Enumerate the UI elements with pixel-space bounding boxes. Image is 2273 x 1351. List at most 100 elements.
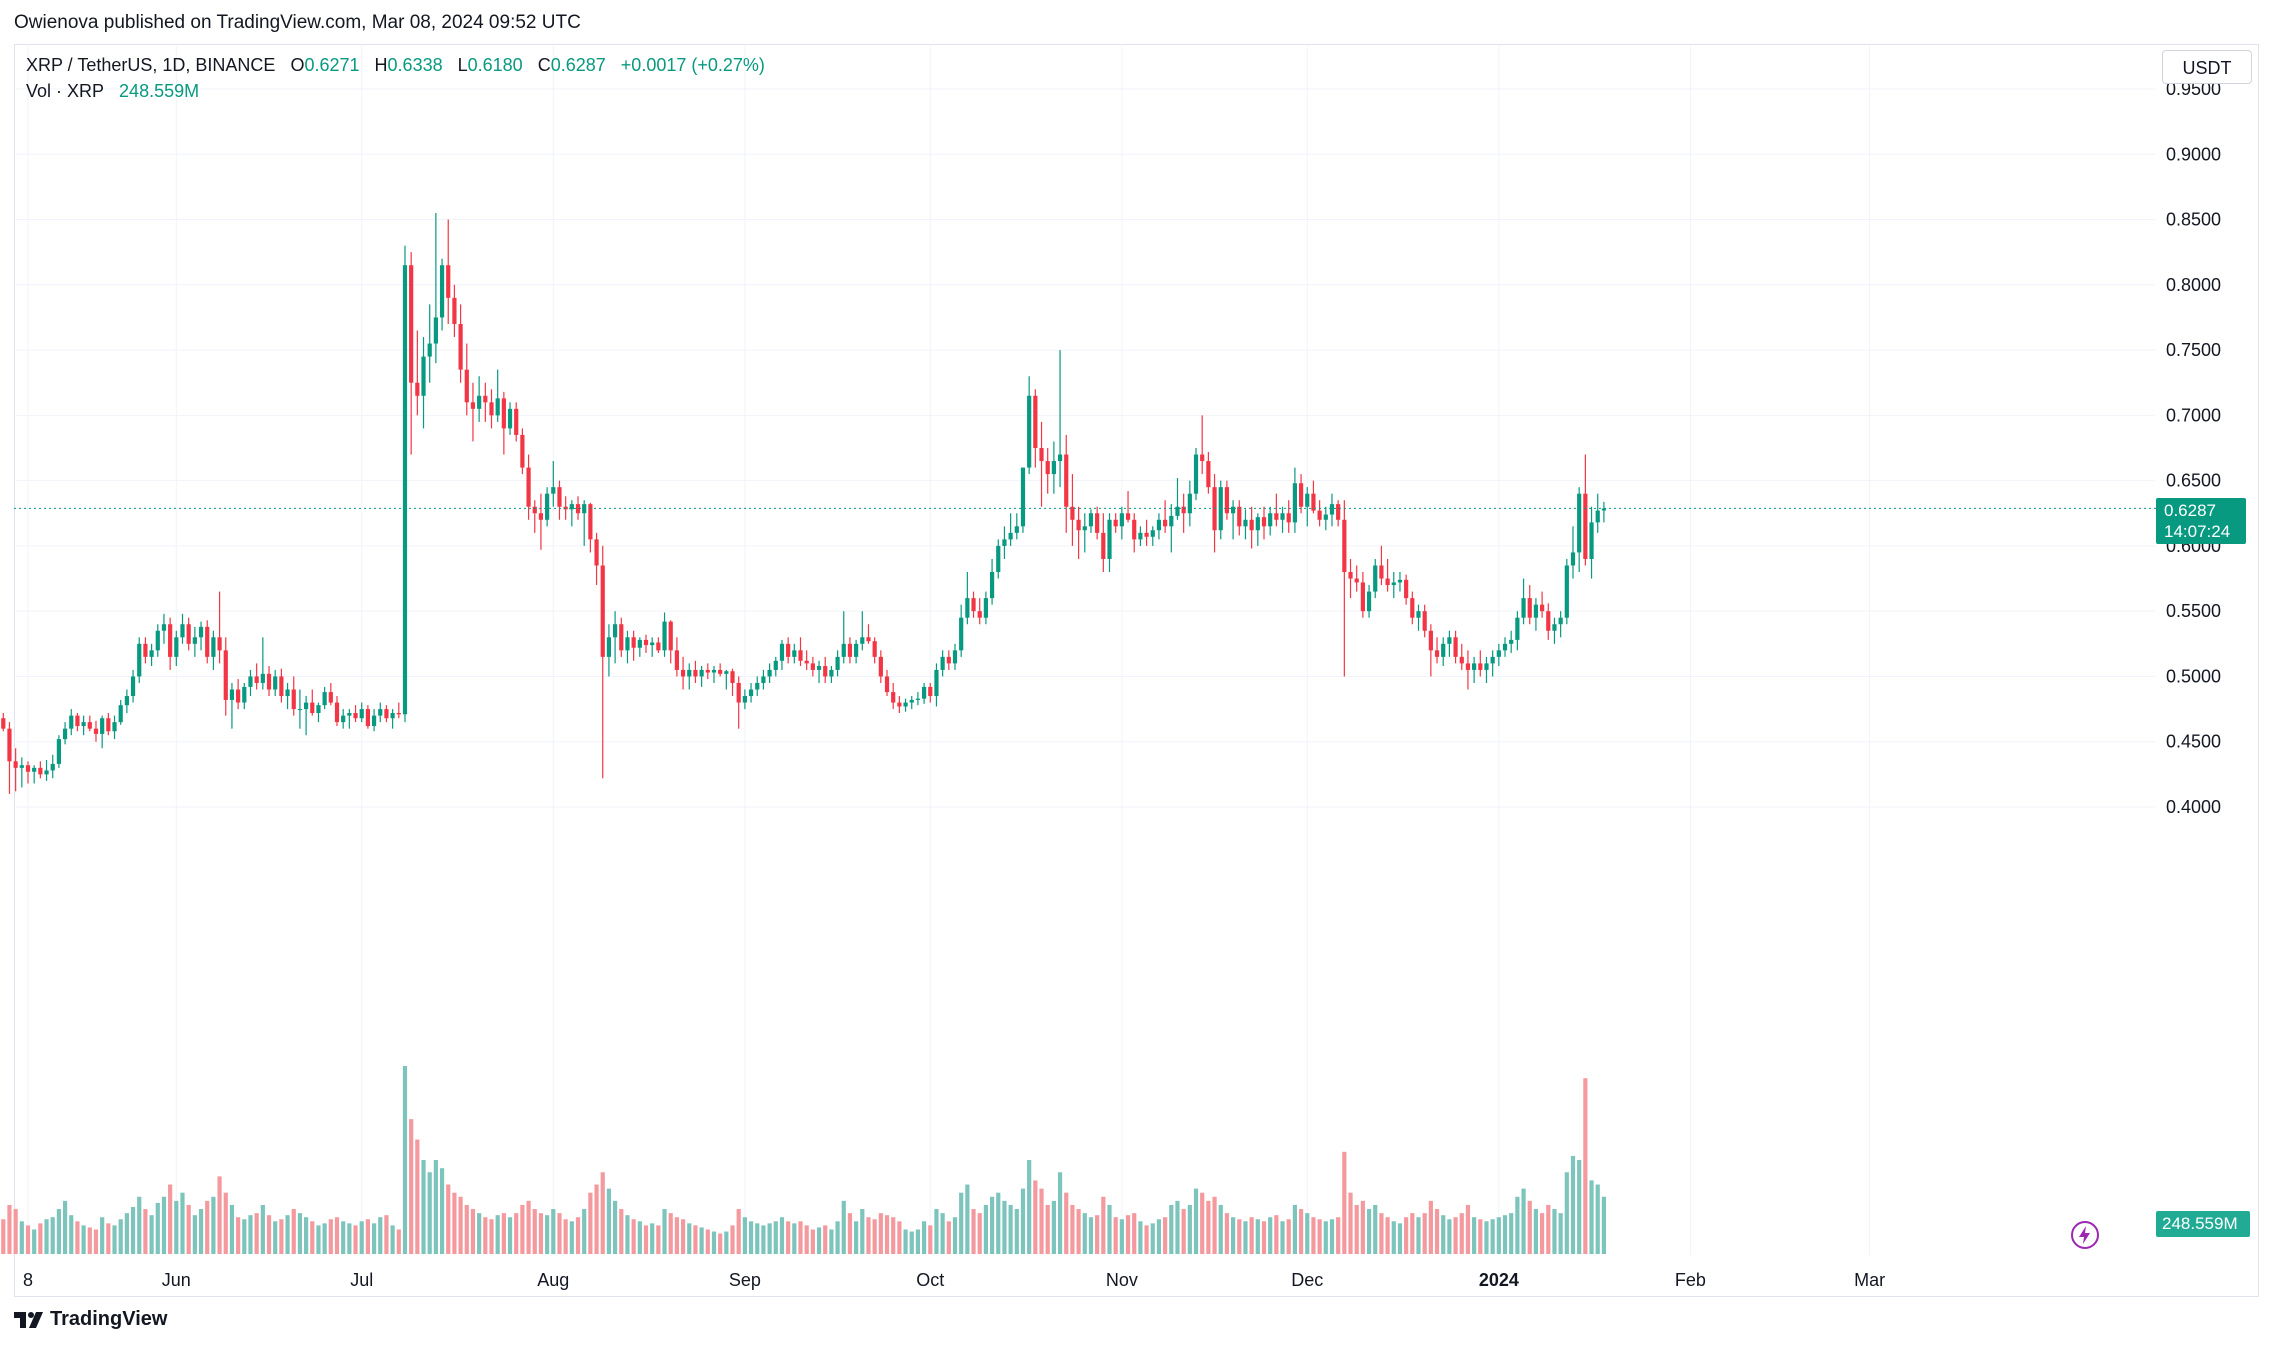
currency-button[interactable]: USDT (2162, 50, 2252, 84)
volume-bar (1070, 1204, 1075, 1254)
volume-bar (897, 1221, 902, 1254)
candle-body (236, 689, 241, 703)
volume-bar (532, 1209, 537, 1254)
candle-body (1095, 513, 1100, 533)
chart-frame (14, 44, 2259, 1297)
low-label: L (457, 55, 468, 75)
candle-body (1583, 493, 1588, 559)
volume-bar (526, 1200, 531, 1254)
volume-bar (631, 1219, 636, 1254)
volume-bar (1441, 1215, 1446, 1254)
y-tick-label: 0.5500 (2166, 601, 2221, 621)
candle-body (390, 713, 395, 719)
volume-bar (353, 1225, 358, 1254)
candle-body (427, 343, 432, 357)
volume-bar (786, 1221, 791, 1254)
candle-body (328, 692, 333, 703)
candle-body (205, 626, 210, 657)
volume-bar (359, 1221, 364, 1254)
candle-body (545, 493, 550, 520)
candle-body (1305, 493, 1310, 507)
candle-body (835, 656, 840, 670)
volume-bar (835, 1221, 840, 1254)
volume-bar (341, 1221, 346, 1254)
volume-bar (1274, 1215, 1279, 1254)
candle-body (1150, 530, 1155, 537)
volume-bar (1212, 1196, 1217, 1254)
lightning-bolt-icon[interactable] (2070, 1220, 2100, 1250)
high-value: 0.6338 (387, 55, 443, 75)
volume-bar (242, 1219, 247, 1254)
volume-bar (668, 1213, 673, 1254)
volume-bar (575, 1217, 581, 1254)
candle-body (248, 676, 253, 687)
volume-bar (1416, 1217, 1421, 1254)
candle-body (742, 696, 747, 703)
candle-body (1336, 504, 1341, 520)
volume-bar (1138, 1221, 1143, 1254)
candle-body (1441, 643, 1446, 657)
candle-body (718, 669, 723, 674)
volume-bar (1311, 1217, 1316, 1254)
candle-body (1020, 467, 1026, 527)
candle-body (168, 624, 173, 657)
volume-bar (983, 1204, 988, 1254)
volume-bar (421, 1160, 426, 1254)
volume-bar (674, 1217, 679, 1254)
volume-bar (25, 1225, 31, 1254)
open-value: 0.6271 (304, 55, 360, 75)
candle-body (1546, 611, 1551, 631)
candle-body (1484, 663, 1489, 670)
volume-bar (915, 1229, 921, 1254)
last-price-tag: 0.6287 14:07:24 (2156, 498, 2246, 545)
volume-bar (761, 1225, 766, 1254)
candle-body (922, 686, 927, 699)
volume-bar (1354, 1204, 1359, 1254)
volume-bar (1564, 1172, 1569, 1254)
volume-bar (1286, 1219, 1291, 1254)
volume-label[interactable]: Vol · XRP (26, 81, 105, 101)
candle-body (341, 715, 346, 723)
candle-body (507, 408, 513, 429)
volume-bar (1428, 1200, 1433, 1254)
candle-body (575, 504, 581, 514)
volume-bar (229, 1204, 235, 1254)
volume-bar (458, 1196, 463, 1254)
candle-body (1181, 506, 1186, 514)
candle-body (433, 317, 438, 344)
candle-body (884, 676, 890, 693)
candle-body (93, 728, 99, 734)
candle-body (1292, 483, 1297, 523)
candle-body (229, 689, 235, 700)
volume-bar (155, 1202, 160, 1254)
volume-bar (1169, 1204, 1174, 1254)
volume-bar (959, 1192, 964, 1254)
candle-body (378, 709, 383, 716)
candle-body (100, 718, 105, 734)
candle-body (310, 702, 315, 714)
volume-bar (1360, 1200, 1365, 1254)
grid-lines (16, 46, 2155, 1255)
volume-bar (322, 1223, 327, 1254)
candle-body (44, 770, 49, 775)
volume-bar (977, 1213, 982, 1254)
candle-body (1274, 513, 1279, 520)
x-tick-label: Feb (1675, 1270, 1706, 1290)
volume-bar (1453, 1217, 1458, 1254)
volume-bar (266, 1215, 272, 1254)
symbol-label[interactable]: XRP / TetherUS, 1D, BINANCE (26, 55, 276, 75)
volume-bar (1292, 1204, 1297, 1254)
tradingview-logo[interactable]: TradingView (14, 1308, 167, 1331)
candle-body (1317, 510, 1322, 520)
volume-bar (872, 1219, 877, 1254)
candle-body (1595, 510, 1600, 523)
candle-body (736, 682, 741, 703)
x-tick-label: Jun (162, 1270, 191, 1290)
candle-body (1113, 519, 1118, 527)
candle-body (334, 702, 340, 723)
volume-bar (804, 1225, 809, 1254)
volume-bar (1, 1219, 6, 1254)
candle-body (1008, 532, 1013, 540)
candle-body (297, 709, 303, 711)
